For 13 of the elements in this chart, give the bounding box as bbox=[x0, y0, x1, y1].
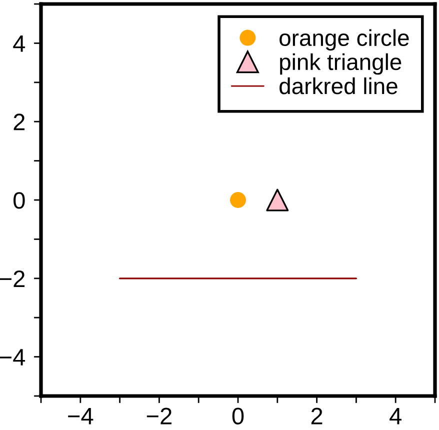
legend-label: orange circle bbox=[280, 29, 409, 51]
x-tick-label: 0 bbox=[232, 408, 244, 424]
x-tick-label: −4 bbox=[68, 408, 94, 424]
y-tick-label: 2 bbox=[14, 114, 25, 130]
x-tick-label: 4 bbox=[390, 408, 402, 424]
x-tick-label: −2 bbox=[146, 408, 172, 424]
legend-label: pink triangle bbox=[280, 53, 402, 75]
y-tick-label: −4 bbox=[0, 349, 26, 366]
x-tick-label: 2 bbox=[311, 408, 322, 424]
y-tick-label: 4 bbox=[13, 36, 26, 52]
legend-label: darkred line bbox=[280, 77, 398, 94]
y-tick-label: −2 bbox=[0, 270, 25, 287]
y-tick-label: 0 bbox=[14, 192, 25, 209]
